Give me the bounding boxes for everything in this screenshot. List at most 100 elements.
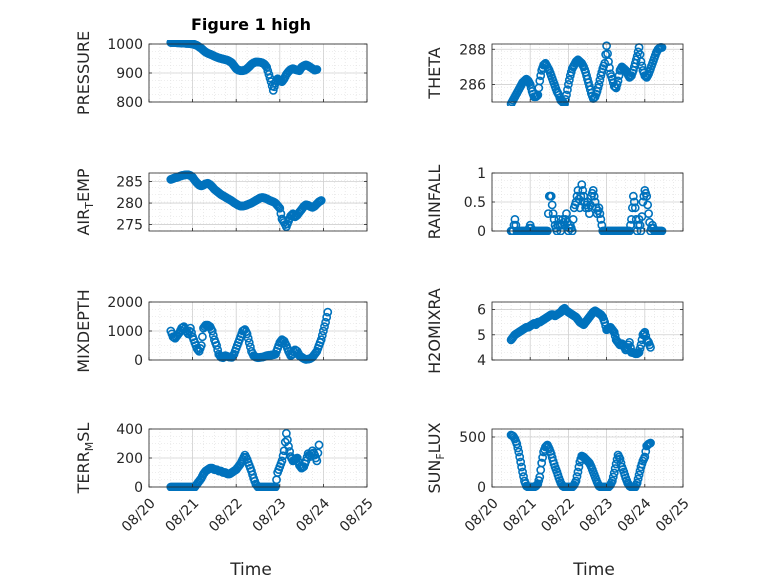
data-point [314,440,324,450]
y-tick-label: 900 [116,66,143,82]
data-point [323,307,333,317]
data-point [643,440,653,450]
data-point [545,191,555,201]
data-point [514,447,524,457]
data-point [551,84,561,94]
data-point [279,446,289,456]
data-point [549,214,559,224]
data-point [259,59,268,68]
data-point [320,322,329,332]
data-point [568,214,578,224]
data-point [603,49,612,59]
data-point [564,80,573,89]
data-point [595,209,605,218]
data-point [291,211,301,221]
data-point [261,61,271,71]
data-point [244,338,254,347]
y-tick-label: 1 [477,166,486,182]
y-tick-label: 285 [116,175,143,191]
data-point [578,60,588,70]
axes-box [491,301,684,361]
data-point [280,338,290,348]
x-tick-label: 08/23 [250,495,290,535]
x-tick-label: 08/25 [337,495,377,535]
data-point [549,459,559,469]
data-point [589,191,599,201]
data-point [511,220,521,230]
data-point [283,219,292,229]
data-point [269,198,279,207]
x-tick-label: 08/22 [538,495,578,535]
y-axis-label: THETA [425,47,444,99]
data-point [629,197,639,207]
data-point [620,470,630,480]
data-point [635,50,645,59]
data-point [513,443,523,453]
data-point [547,200,557,210]
data-point [536,465,546,475]
y-tick-label: 0 [134,353,143,369]
data-point [228,351,238,361]
data-point [283,343,292,353]
y-tick-label: 800 [116,95,143,111]
data-point [195,343,205,353]
data-point [576,191,586,201]
data-point [635,220,645,230]
data-point [534,476,544,485]
subplot-6: 4 5 6 H2OMIXRA [425,288,684,374]
data-point [633,348,643,358]
y-tick-label: 0.5 [464,195,486,211]
data-point [283,435,292,445]
subplot-2: 286 288 THETA [425,41,684,106]
data-point [597,220,607,230]
data-point [551,465,561,474]
markers [166,40,322,95]
data-point [570,200,580,210]
data-point [553,470,563,480]
data-point [276,459,286,469]
data-point [645,439,654,448]
markers [166,428,324,491]
data-point [635,344,645,354]
y-axis-label: PRESSURE [74,31,93,115]
y-axis-label: SUNFLUX [425,422,447,493]
y-tick-label: 0 [134,480,143,496]
x-tick-label: 08/20 [119,495,159,535]
data-point [636,340,646,350]
data-point [311,453,321,463]
x-tick-label: 08/24 [293,495,333,535]
data-point [510,214,520,224]
data-point [318,326,328,336]
axes-box [491,43,684,103]
x-tick-label: 08/25 [653,495,693,535]
data-point [647,61,656,71]
data-point [564,75,574,85]
data-point [637,212,647,221]
markers [166,307,333,364]
x-axis-label-right: Time [572,560,615,580]
data-point [198,332,207,342]
data-point [602,41,611,51]
data-point [628,191,638,201]
data-point [280,437,290,447]
data-point [548,209,558,218]
subplot-3: 275 280 285 AIRTEMP [74,168,368,236]
axes-box [491,428,684,488]
y-axis-label: MIXDEPTH [74,289,93,372]
data-point [538,453,548,462]
subplot-5: 0 1000 2000 MIXDEPTH [74,289,368,373]
data-point [206,181,216,191]
markers [506,41,667,106]
data-point [604,57,613,66]
data-point [578,185,588,195]
x-tick-label: 08/20 [462,495,502,535]
x-tick-label: 08/22 [206,495,246,535]
data-point [566,223,576,233]
data-point [311,348,321,358]
data-point [543,64,553,74]
data-point [585,460,595,470]
data-point [562,209,571,218]
data-point [532,480,542,490]
